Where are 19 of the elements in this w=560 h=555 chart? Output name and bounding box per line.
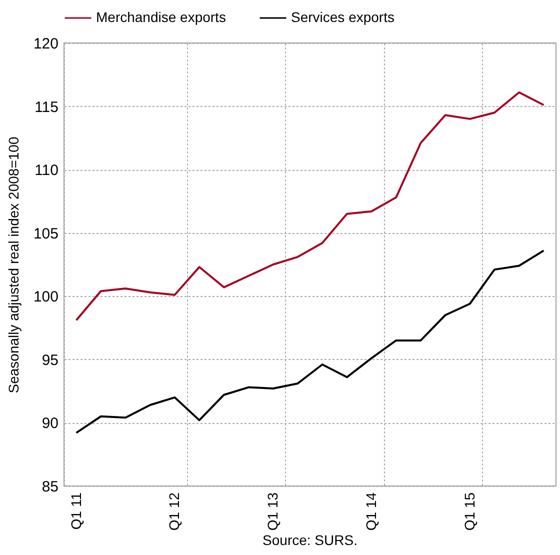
legend-label: Services exports (291, 9, 394, 25)
y-tick-label: 105 (33, 225, 58, 242)
source-note: Source: SURS. (262, 532, 358, 548)
x-tick-label: Q1 14 (363, 492, 379, 531)
y-tick-label: 110 (34, 162, 58, 180)
y-tick-label: 90 (42, 415, 58, 432)
y-tick-label: 115 (34, 98, 58, 116)
legend-label: Merchandise exports (96, 9, 226, 25)
y-tick-label: 120 (33, 36, 58, 52)
x-tick-label: Q1 11 (68, 492, 84, 530)
x-tick-label: Q1 15 (461, 492, 478, 531)
y-tick-label: 85 (42, 478, 58, 496)
line-series (75, 91, 545, 322)
x-tick-label: Q1 13 (264, 492, 281, 531)
y-tick-label: 95 (42, 352, 58, 369)
y-axis-title: Seasonally adjusted real index 2008=100 (5, 136, 22, 394)
y-tick-label: 100 (33, 288, 58, 306)
x-tick-label: Q1 12 (166, 492, 182, 531)
line-series (75, 250, 545, 434)
